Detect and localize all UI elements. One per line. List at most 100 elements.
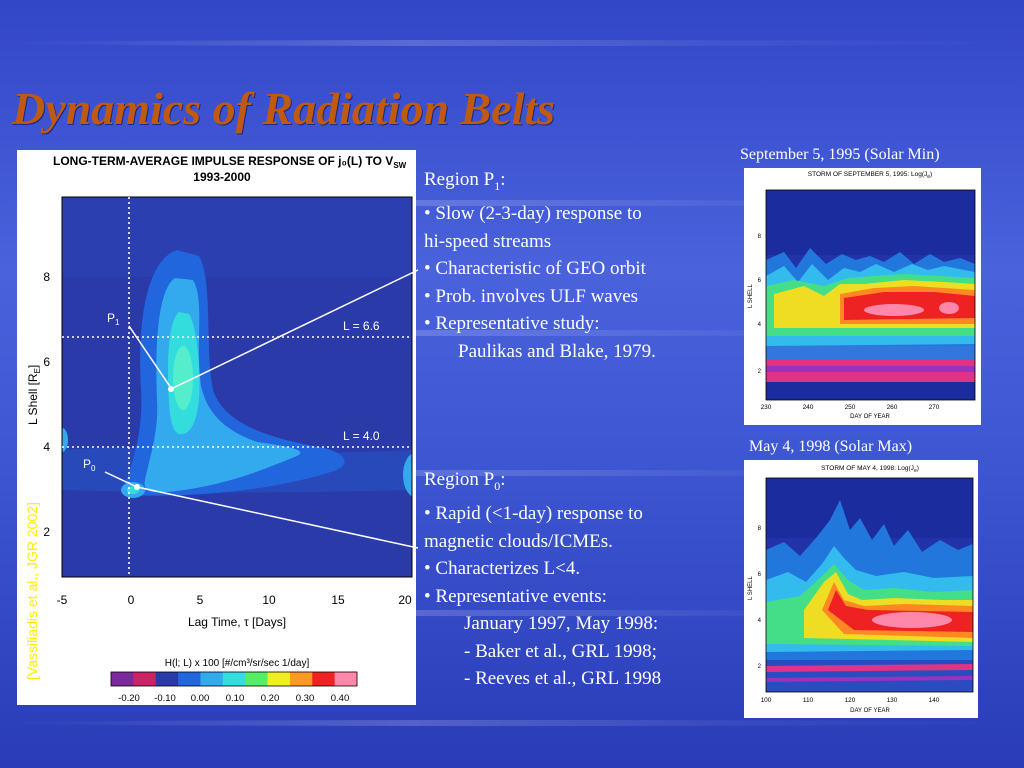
background-wave	[0, 330, 1024, 336]
x-tick: 15	[331, 593, 345, 607]
y-tick: 6	[43, 355, 50, 369]
storm-1995-figure: STORM OF SEPTEMBER 5, 1995: Log(Je) 8 6 …	[744, 168, 981, 425]
figure-title: LONG-TERM-AVERAGE IMPULSE RESPONSE OF j₀…	[53, 154, 393, 168]
y-tick: 4	[758, 322, 762, 328]
impulse-response-figure: LONG-TERM-AVERAGE IMPULSE RESPONSE OF j₀…	[17, 150, 416, 705]
colorbar-tick: 0.20	[261, 693, 280, 704]
colorbar-swatch	[267, 672, 291, 686]
response-peak	[173, 346, 193, 410]
storm-1998-svg: STORM OF MAY 4, 1998: Log(Je) 8 6 4 2 L …	[748, 465, 974, 714]
colorbar-tick: 0.40	[331, 693, 350, 704]
x-tick: -5	[57, 593, 68, 607]
colorbar-tick: -0.10	[154, 693, 176, 704]
y-tick: 4	[758, 618, 762, 624]
y-axis-label: L Shell [RE]	[26, 365, 42, 425]
y-tick: 4	[43, 440, 50, 454]
x-tick: 120	[845, 697, 856, 704]
x-axis-label: Lag Time, τ [Days]	[188, 615, 286, 629]
region-p0-line: - Reeves et al., GRL 1998	[464, 668, 662, 690]
x-tick: 130	[887, 697, 898, 704]
background-wave	[0, 720, 1024, 726]
storm-1998-spectrogram	[766, 478, 973, 692]
y-tick: 6	[758, 278, 762, 284]
p1-point	[168, 386, 174, 392]
y-tick: 2	[43, 525, 50, 539]
x-tick: 230	[761, 404, 772, 411]
citation-credit: [Vassiliadis et al., JGR 2002]	[24, 502, 40, 680]
storm-1998-title: STORM OF MAY 4, 1998: Log(Je)	[821, 465, 919, 474]
y-tick: 6	[758, 572, 762, 578]
colorbar-swatch	[155, 672, 179, 686]
region-p0-line: • Representative events:	[424, 585, 607, 607]
region-p0-line: - Baker et al., GRL 1998;	[464, 640, 657, 662]
colorbar-swatch	[111, 672, 134, 686]
background-wave	[0, 200, 1024, 206]
storm-1995-svg: STORM OF SEPTEMBER 5, 1995: Log(Je) 8 6 …	[748, 171, 976, 420]
colorbar-swatch	[334, 672, 358, 686]
background-wave	[0, 610, 1024, 616]
background-wave	[0, 470, 1024, 476]
y-tick: 2	[758, 369, 762, 375]
x-tick: 0	[128, 593, 135, 607]
slide-title: Dynamics of Radiation Belts	[12, 83, 556, 134]
figure-years: 1993-2000	[193, 170, 251, 184]
colorbar-swatch	[222, 672, 246, 686]
impulse-response-svg: LONG-TERM-AVERAGE IMPULSE RESPONSE OF j₀…	[26, 154, 413, 704]
y-tick: 2	[758, 664, 762, 670]
region-p0-text: Region P0: • Rapid (<1-day) response to …	[424, 466, 661, 693]
x-tick: 10	[262, 593, 276, 607]
x-tick: 260	[887, 404, 898, 411]
colorbar-swatch	[245, 672, 269, 686]
x-tick: 250	[845, 404, 856, 411]
colorbar-swatch	[200, 672, 224, 686]
x-tick: 110	[803, 697, 814, 704]
colorbar	[110, 671, 358, 687]
colorbar-swatch	[133, 672, 157, 686]
colorbar-tick: 0.00	[191, 693, 210, 704]
storm-1998-caption: May 4, 1998 (Solar Max)	[749, 438, 913, 455]
svg-text:LONG-TERM-AVERAGE IMPULSE RESP: LONG-TERM-AVERAGE IMPULSE RESPONSE OF j₀…	[53, 154, 407, 170]
region-p0-line: • Characterizes L<4.	[424, 558, 581, 580]
p1-marker-label: P1	[107, 311, 120, 327]
x-tick: 270	[929, 404, 940, 411]
storm-1998-figure: STORM OF MAY 4, 1998: Log(Je) 8 6 4 2 L …	[744, 460, 978, 718]
p0-point	[134, 484, 140, 490]
figure-title-sub: SW	[393, 161, 406, 170]
x-axis-label: DAY OF YEAR	[850, 708, 890, 714]
colorbar-title: H(l; L) x 100 [#/cm³/sr/sec 1/day]	[165, 658, 310, 669]
y-tick: 8	[758, 526, 762, 532]
region-p1-line: • Slow (2-3-day) response to	[424, 203, 642, 225]
p0-marker-label: P0	[83, 457, 96, 473]
y-tick: 8	[43, 270, 50, 284]
colorbar-swatch	[178, 672, 201, 686]
x-tick: 240	[803, 404, 814, 411]
y-tick: 8	[758, 234, 762, 240]
y-axis-label: L SHELL	[748, 576, 754, 600]
region-p1-text: Region P1: • Slow (2-3-day) response to …	[424, 166, 656, 365]
storm-1995-title: STORM OF SEPTEMBER 5, 1995: Log(Je)	[808, 171, 932, 180]
region-p0-line: January 1997, May 1998:	[464, 613, 659, 635]
region-p1-line: Paulikas and Blake, 1979.	[458, 340, 656, 362]
colorbar-tick: 0.10	[226, 693, 245, 704]
x-tick: 5	[197, 593, 204, 607]
region-p0-line: • Rapid (<1-day) response to	[424, 503, 643, 525]
region-p0-line: magnetic clouds/ICMEs.	[424, 530, 613, 552]
colorbar-swatch	[289, 672, 313, 686]
region-p1-line: hi-speed streams	[424, 230, 552, 252]
colorbar-tick: -0.20	[118, 693, 140, 704]
l66-label: L = 6.6	[343, 319, 380, 333]
region-p1-heading: Region P1:	[424, 169, 506, 193]
x-tick: 20	[398, 593, 412, 607]
l40-label: L = 4.0	[343, 429, 380, 443]
storm-1995-caption: September 5, 1995 (Solar Min)	[740, 146, 940, 163]
x-axis-label: DAY OF YEAR	[850, 414, 890, 420]
region-p0-heading: Region P0:	[424, 469, 506, 493]
y-axis-label: L SHELL	[748, 284, 754, 308]
colorbar-swatch	[312, 672, 336, 686]
x-tick: 140	[929, 697, 940, 704]
storm-1995-spectrogram	[766, 190, 975, 400]
x-tick: 100	[761, 697, 772, 704]
region-p1-line: • Prob. involves ULF waves	[424, 285, 639, 307]
colorbar-tick: 0.30	[296, 693, 315, 704]
region-p1-line: • Representative study:	[424, 313, 600, 335]
